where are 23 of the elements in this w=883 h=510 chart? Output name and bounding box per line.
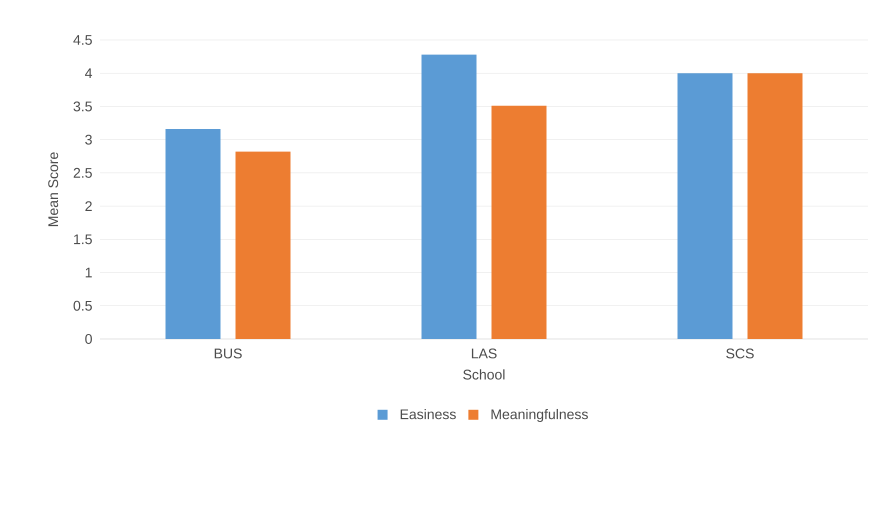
x-axis-title: School — [463, 369, 504, 380]
x-tick-label: SCS — [726, 348, 754, 358]
y-tick-label: 3 — [85, 134, 92, 145]
y-tick-label: 3.5 — [74, 101, 92, 112]
y-tick-label: 4 — [85, 68, 92, 78]
bar — [422, 54, 477, 339]
y-tick-label: 1.5 — [74, 234, 92, 244]
x-tick-label: BUS — [214, 348, 242, 358]
y-tick-label: 4.5 — [73, 35, 92, 45]
y-axis-title: Mean Score — [48, 152, 58, 226]
y-tick-label: 2.5 — [74, 168, 92, 178]
y-tick-label: 0 — [85, 334, 92, 344]
bar — [236, 152, 291, 339]
y-tick-label: 0.5 — [74, 300, 92, 311]
y-tick-label: 2 — [85, 201, 92, 211]
x-tick-label: LAS — [472, 348, 497, 358]
bar — [166, 129, 221, 339]
bar — [492, 106, 547, 339]
legend-label: Easiness — [400, 408, 456, 420]
bar — [678, 73, 733, 339]
y-tick-label: 1 — [86, 268, 92, 278]
legend-label: Meaningfulness — [492, 408, 588, 422]
bar — [748, 73, 803, 339]
